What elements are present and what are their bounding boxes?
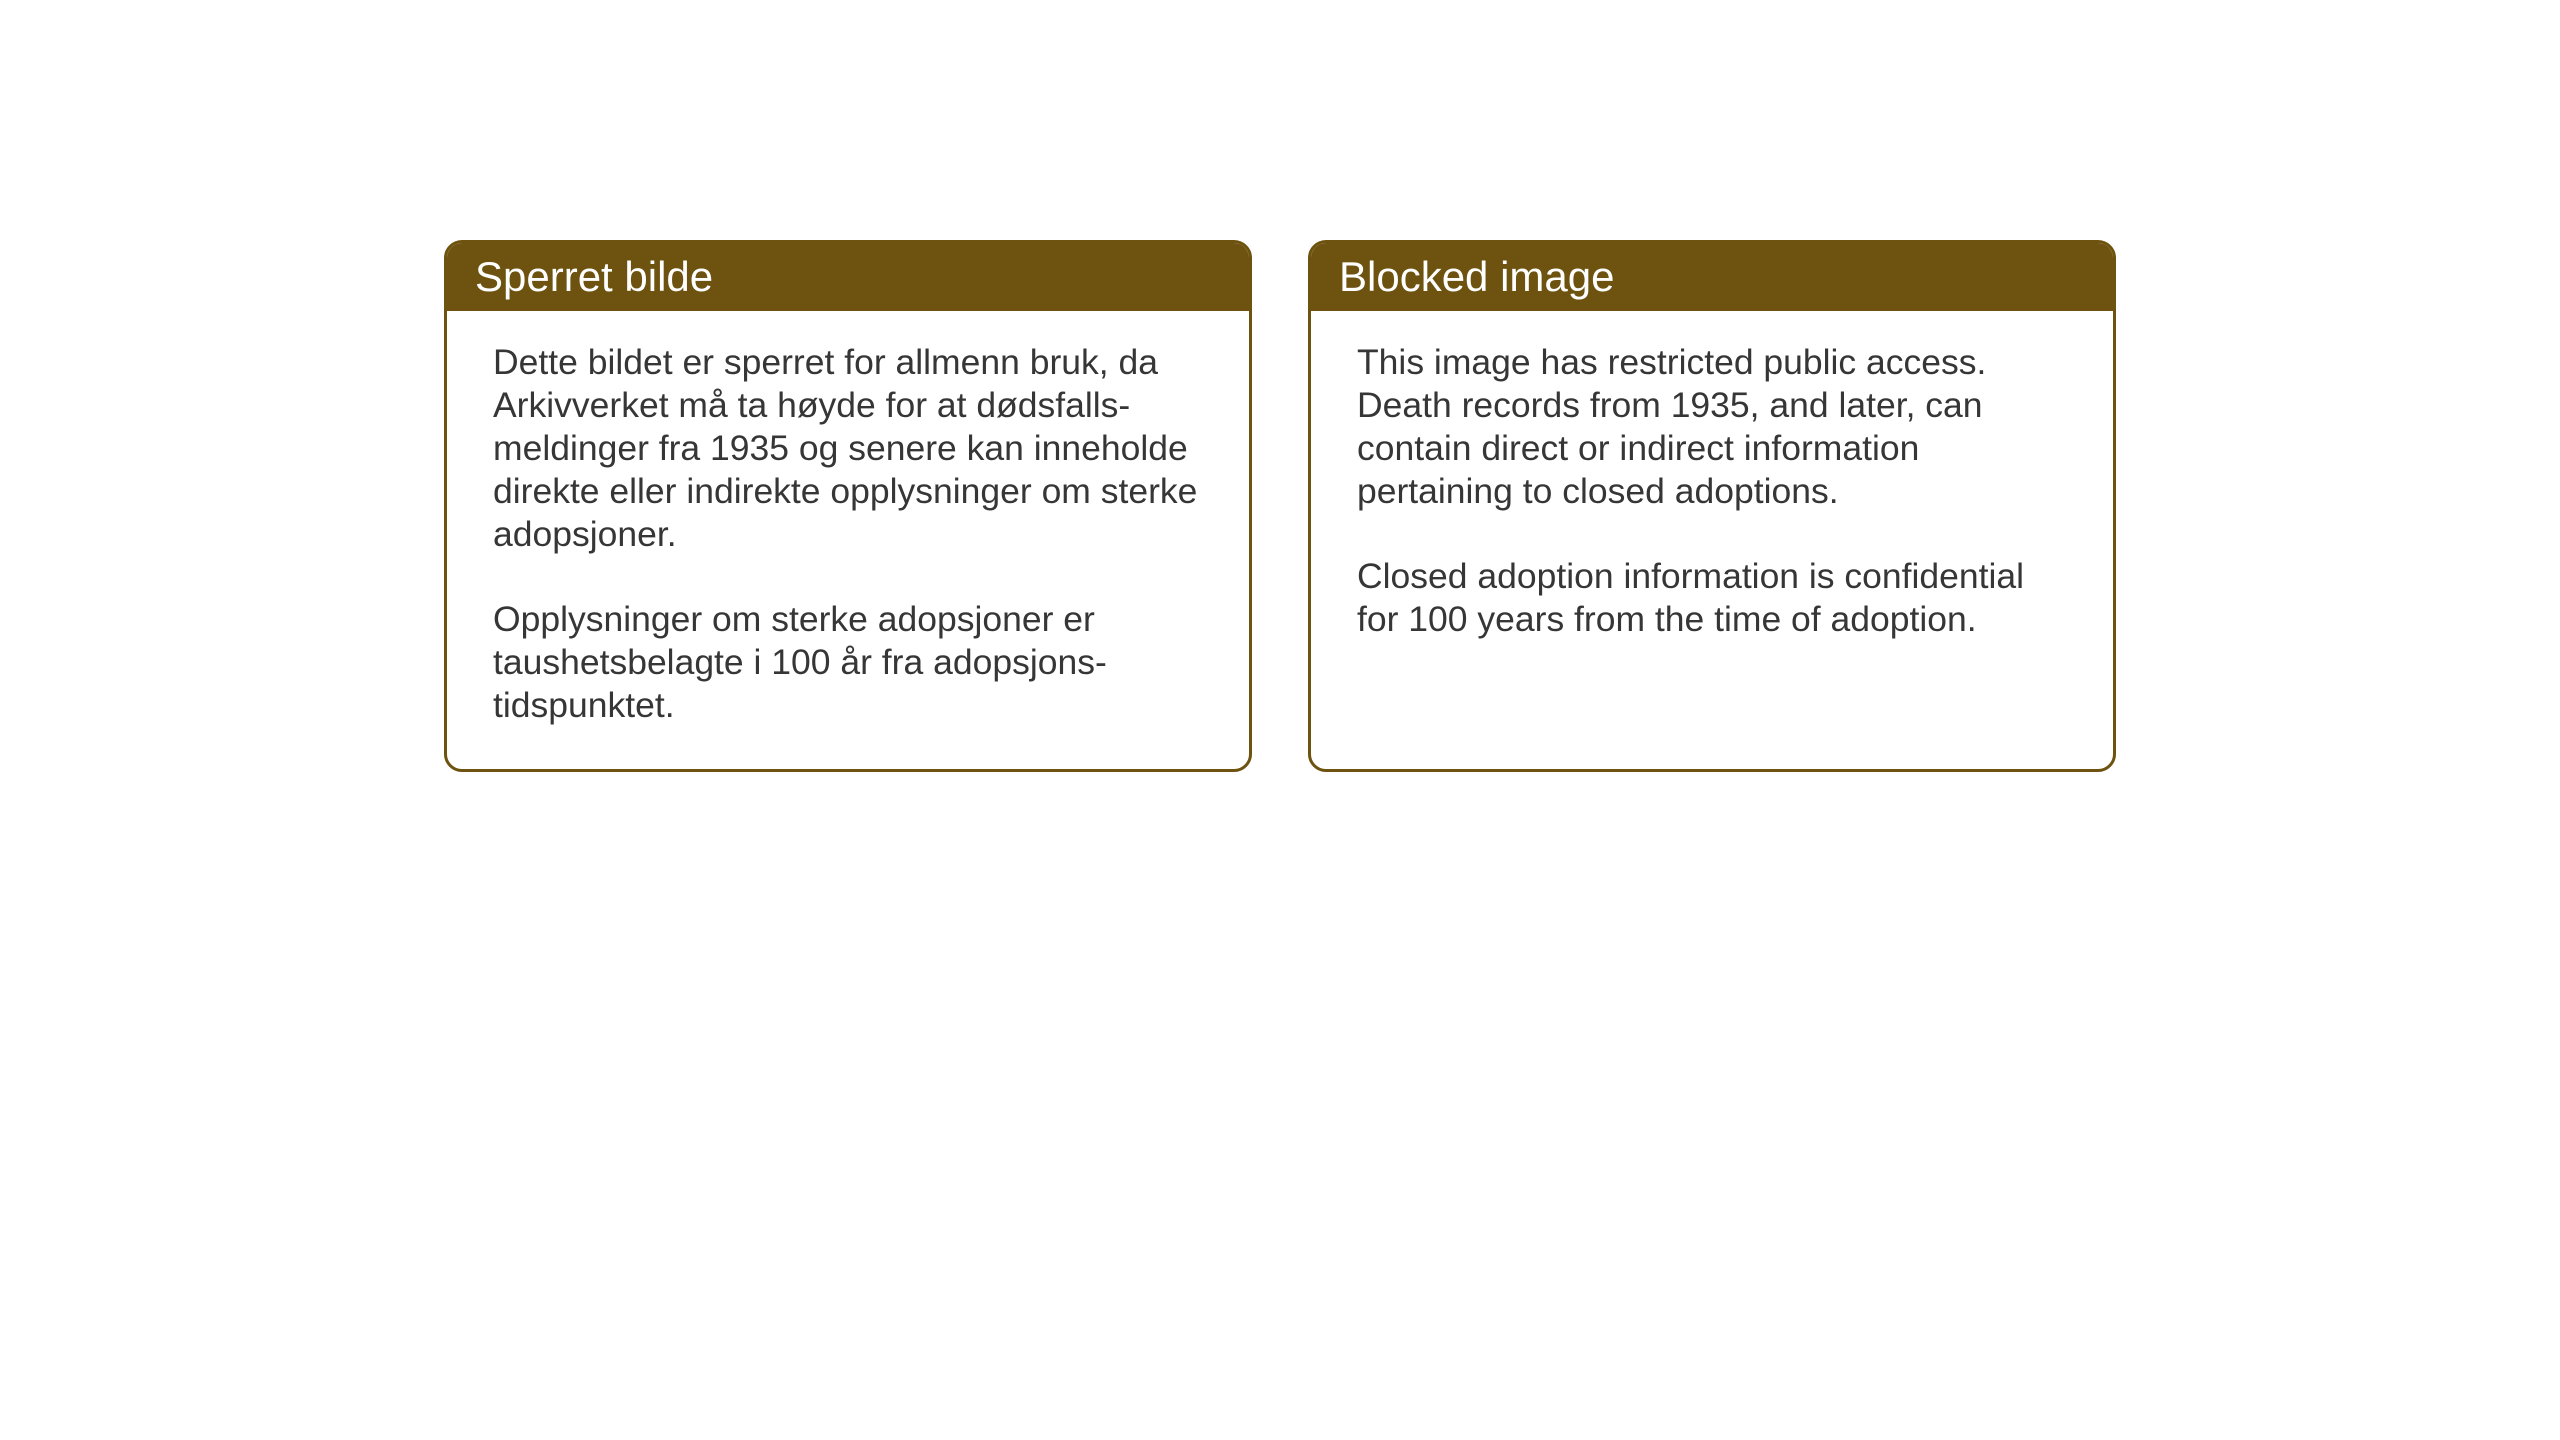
card-header-english: Blocked image <box>1311 243 2113 311</box>
card-paragraph: This image has restricted public access.… <box>1357 341 2071 513</box>
notice-card-english: Blocked image This image has restricted … <box>1308 240 2116 772</box>
card-paragraph: Closed adoption information is confident… <box>1357 555 2071 641</box>
card-header-norwegian: Sperret bilde <box>447 243 1249 311</box>
card-paragraph: Opplysninger om sterke adopsjoner er tau… <box>493 598 1207 727</box>
notice-card-norwegian: Sperret bilde Dette bildet er sperret fo… <box>444 240 1252 772</box>
card-paragraph: Dette bildet er sperret for allmenn bruk… <box>493 341 1207 556</box>
card-body-english: This image has restricted public access.… <box>1311 311 2113 683</box>
notice-cards-container: Sperret bilde Dette bildet er sperret fo… <box>0 0 2560 772</box>
card-body-norwegian: Dette bildet er sperret for allmenn bruk… <box>447 311 1249 769</box>
